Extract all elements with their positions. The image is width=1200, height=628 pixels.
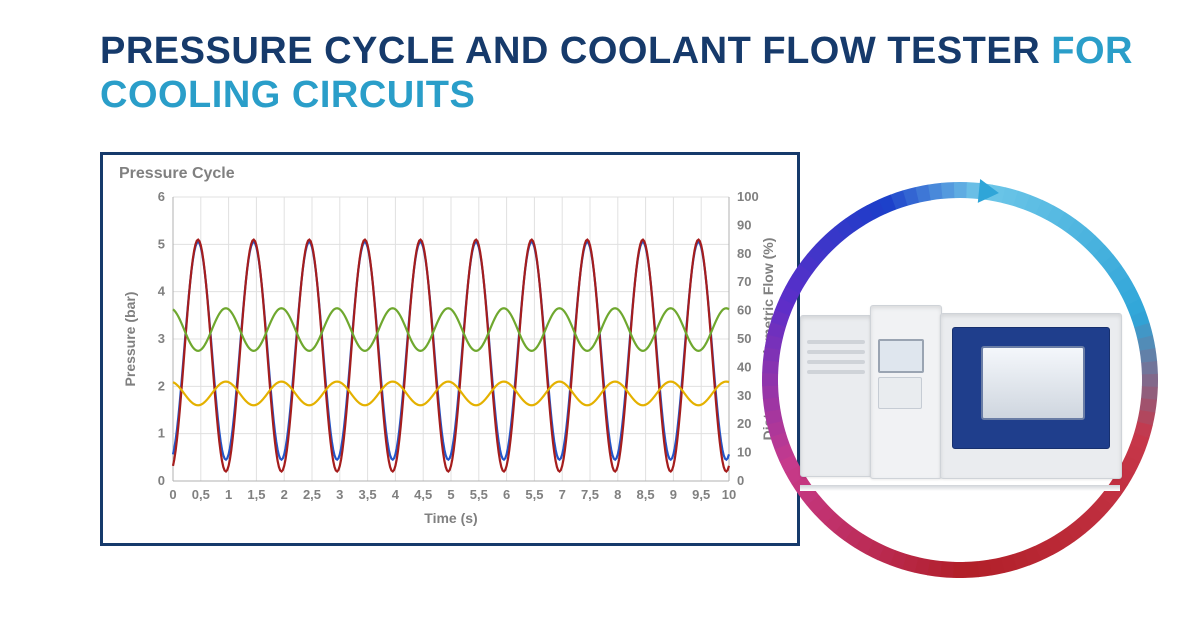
svg-text:5: 5 xyxy=(158,236,165,251)
vent-slot xyxy=(807,340,865,344)
machine-base xyxy=(800,485,1120,491)
svg-text:1: 1 xyxy=(225,487,232,502)
svg-text:7,5: 7,5 xyxy=(581,487,599,502)
control-monitor xyxy=(878,339,924,373)
svg-text:2: 2 xyxy=(158,378,165,393)
machine-cabinet-left xyxy=(800,315,872,477)
svg-text:10: 10 xyxy=(722,487,736,502)
svg-text:3: 3 xyxy=(336,487,343,502)
svg-text:0: 0 xyxy=(158,473,165,488)
svg-text:2,5: 2,5 xyxy=(303,487,321,502)
svg-text:8,5: 8,5 xyxy=(637,487,655,502)
chamber-window xyxy=(981,346,1085,420)
svg-text:5,5: 5,5 xyxy=(470,487,488,502)
tester-machine-illustration xyxy=(800,305,1120,485)
svg-text:6: 6 xyxy=(503,487,510,502)
page-title: PRESSURE CYCLE AND COOLANT FLOW TESTER F… xyxy=(100,30,1140,117)
vent-slot xyxy=(807,360,865,364)
svg-text:0: 0 xyxy=(169,487,176,502)
control-panel xyxy=(878,377,922,409)
svg-text:4: 4 xyxy=(158,284,166,299)
svg-text:9,5: 9,5 xyxy=(692,487,710,502)
device-module xyxy=(750,170,1170,590)
chart-plot-area: 0123456010203040506070809010000,511,522,… xyxy=(117,189,783,529)
svg-text:Time (s): Time (s) xyxy=(424,510,477,526)
svg-text:9: 9 xyxy=(670,487,677,502)
svg-text:3,5: 3,5 xyxy=(359,487,377,502)
pressure-cycle-chart: Pressure Cycle 0123456010203040506070809… xyxy=(100,152,800,546)
svg-text:Pressure (bar): Pressure (bar) xyxy=(122,292,138,387)
svg-text:2: 2 xyxy=(281,487,288,502)
svg-text:8: 8 xyxy=(614,487,621,502)
svg-text:5: 5 xyxy=(447,487,454,502)
chamber-door xyxy=(952,327,1110,449)
svg-text:4: 4 xyxy=(392,487,400,502)
svg-text:5,5: 5,5 xyxy=(525,487,543,502)
page: PRESSURE CYCLE AND COOLANT FLOW TESTER F… xyxy=(0,0,1200,628)
svg-text:1,5: 1,5 xyxy=(247,487,265,502)
vent-slot xyxy=(807,370,865,374)
svg-text:0: 0 xyxy=(737,473,744,488)
vent-slot xyxy=(807,350,865,354)
chart-title: Pressure Cycle xyxy=(119,165,783,183)
svg-text:4,5: 4,5 xyxy=(414,487,432,502)
svg-text:7: 7 xyxy=(559,487,566,502)
chart-svg: 0123456010203040506070809010000,511,522,… xyxy=(117,189,785,529)
svg-text:6: 6 xyxy=(158,189,165,204)
svg-text:1: 1 xyxy=(158,426,165,441)
headline-part-1: PRESSURE CYCLE AND COOLANT FLOW TESTER xyxy=(100,30,1051,72)
svg-text:0,5: 0,5 xyxy=(192,487,210,502)
svg-text:3: 3 xyxy=(158,331,165,346)
